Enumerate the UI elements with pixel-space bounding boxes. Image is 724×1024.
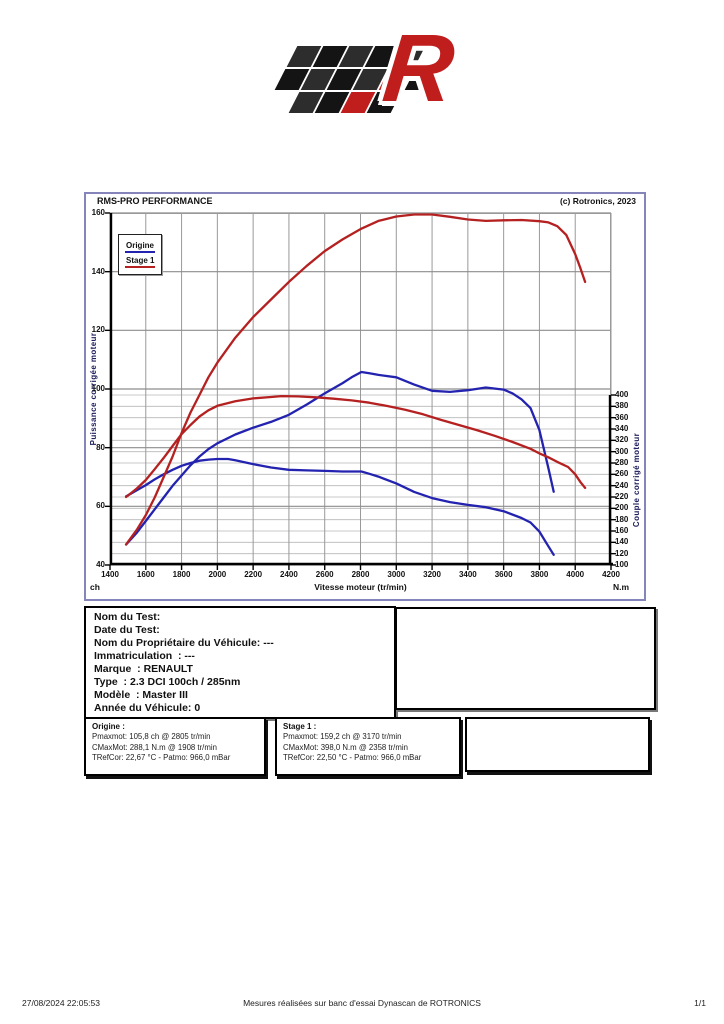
torque-tick-label: 300 <box>615 446 629 456</box>
torque-tick-label: 400 <box>615 390 629 399</box>
info-line: Modèle : Master III <box>94 689 188 701</box>
power-tick-label: 100 <box>91 384 105 393</box>
x-tick-label: 3400 <box>458 570 477 579</box>
stage1-results-box: Stage 1 : Pmaxmot: 159,2 ch @ 3170 tr/mi… <box>275 717 461 776</box>
footer-caption: Mesures réalisées sur banc d'essai Dynas… <box>243 998 481 1008</box>
x-tick-label: 1800 <box>172 570 191 579</box>
x-tick-label: 2800 <box>351 570 370 579</box>
power-tick-label: 160 <box>91 208 105 217</box>
torque-tick-label: 320 <box>615 435 629 445</box>
torque-tick-label: 220 <box>615 492 629 501</box>
left-axis-unit: ch <box>90 582 100 592</box>
x-tick-label: 3800 <box>530 570 549 579</box>
origine-result-line: Pmaxmot: 105,8 ch @ 2805 tr/min <box>92 732 211 741</box>
power-tick-label: 80 <box>96 442 105 452</box>
footer-page-number: 1/1 <box>694 998 706 1008</box>
stage1-result-lines: Pmaxmot: 159,2 ch @ 3170 tr/min CMaxMot: … <box>283 732 453 764</box>
x-tick-label: 2600 <box>315 570 334 579</box>
torque-tick-label: 260 <box>615 469 629 479</box>
x-tick-label: 2200 <box>244 570 263 579</box>
x-tick-label: 1600 <box>136 570 155 579</box>
rotronics-r-letter: R <box>378 15 460 122</box>
stage1-result-line: TRefCor: 22,50 °C - Patmo: 966,0 mBar <box>283 753 422 762</box>
x-axis-title: Vitesse moteur (tr/min) <box>314 582 407 592</box>
info-line: Marque : RENAULT <box>94 663 193 675</box>
footer-datetime: 27/08/2024 22:05:53 <box>22 998 100 1008</box>
origine-result-lines: Pmaxmot: 105,8 ch @ 2805 tr/min CMaxMot: … <box>92 732 258 764</box>
x-tick-label: 4000 <box>566 570 585 579</box>
right-axis-unit: N.m <box>613 582 630 592</box>
info-line: Immatriculation : --- <box>94 650 195 662</box>
rotronics-logo: R <box>262 15 472 138</box>
torque-tick-label: 140 <box>615 537 629 547</box>
torque-tick-label: 360 <box>615 412 629 422</box>
x-tick-label: 4200 <box>602 570 620 579</box>
dyno-chart: RMS-PRO PERFORMANCE (c) Rotronics, 2023 … <box>84 192 646 601</box>
info-line: Date du Test: <box>94 624 160 636</box>
chart-copyright: (c) Rotronics, 2023 <box>559 196 636 206</box>
x-tick-label: 1400 <box>101 570 119 579</box>
x-tick-label: 3600 <box>494 570 513 579</box>
power-tick-label: 40 <box>96 560 105 569</box>
stage1-result-line: Pmaxmot: 159,2 ch @ 3170 tr/min <box>283 732 402 741</box>
origine-box-title: Origine : <box>92 722 125 731</box>
origine-result-line: CMaxMot: 288,1 N.m @ 1908 tr/min <box>92 742 217 752</box>
info-line: Type : 2.3 DCI 100ch / 285nm <box>94 676 241 688</box>
test-info-box: Nom du Test: Date du Test: Nom du Propriét… <box>84 606 396 719</box>
power-tick-label: 60 <box>96 501 105 511</box>
power-tick-label: 140 <box>91 266 105 276</box>
torque-tick-label: 160 <box>615 526 629 535</box>
origine-result-line: TRefCor: 22,67 °C - Patmo: 966,0 mBar <box>92 753 231 762</box>
x-tick-label: 2000 <box>208 570 227 579</box>
plot-area: 1400 1600 1800 2000 2200 2400 2600 2800 3000 3200… <box>92 208 629 579</box>
x-tick-label: 3200 <box>423 570 441 579</box>
x-tick-label: 3000 <box>387 570 406 579</box>
torque-tick-label: 380 <box>615 401 629 411</box>
torque-tick-label: 340 <box>615 424 629 433</box>
torque-tick-label: 100 <box>615 560 629 569</box>
power-tick-label: 120 <box>91 325 105 335</box>
torque-tick-label: 200 <box>615 503 629 513</box>
info-line: Nom du Propriétaire du Véhicule: --- <box>94 637 274 649</box>
torque-tick-label: 120 <box>615 548 629 558</box>
torque-tick-label: 180 <box>615 514 629 524</box>
torque-tick-label: 280 <box>615 458 629 467</box>
empty-box-1 <box>395 607 656 710</box>
legend-item-stage-1: Stage 1 <box>125 255 156 268</box>
torque-tick-label: 240 <box>615 480 629 490</box>
stage1-result-line: CMaxMot: 398,0 N.m @ 2358 tr/min <box>283 742 408 752</box>
legend-item-origine: Origine <box>125 240 156 253</box>
info-line: Année du Véhicule: 0 <box>94 702 201 714</box>
chart-title: RMS-PRO PERFORMANCE <box>97 196 213 206</box>
origine-results-box: Origine : Pmaxmot: 105,8 ch @ 2805 tr/mi… <box>84 717 266 776</box>
info-line: Nom du Test: <box>94 611 161 623</box>
dyno-curves-svg <box>105 212 616 570</box>
x-tick-label: 2400 <box>280 570 298 579</box>
chart-legend: Origine Stage 1 <box>118 234 163 275</box>
empty-box-2 <box>465 717 650 772</box>
stage1-box-title: Stage 1 : <box>283 722 317 731</box>
